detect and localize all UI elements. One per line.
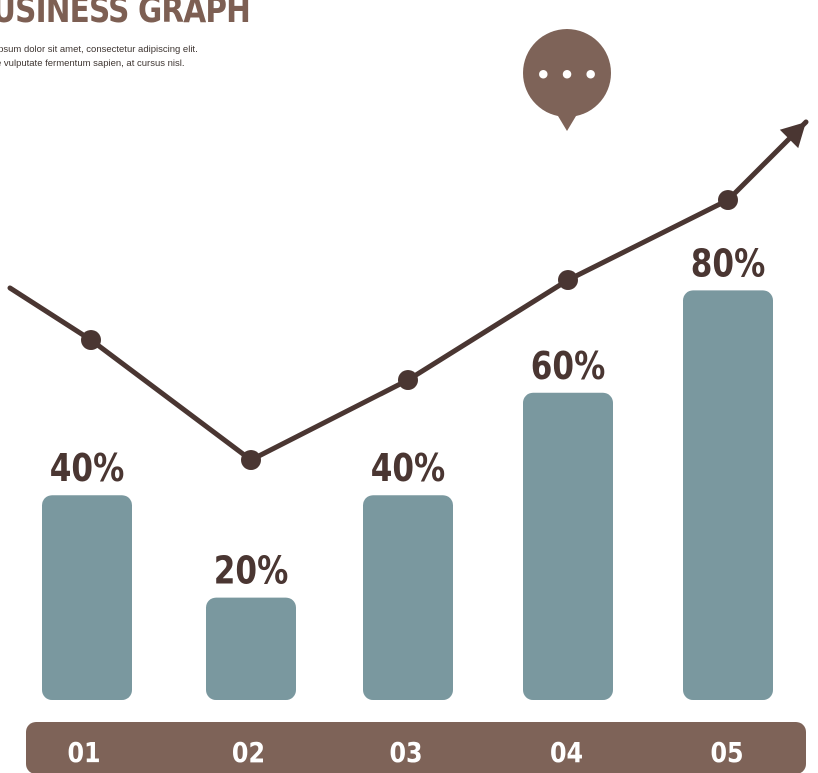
arrow-head-icon (779, 122, 806, 149)
value-label-04: 60% (531, 345, 606, 389)
trend-point-02 (241, 450, 261, 470)
category-label-05: 05 (710, 737, 743, 769)
value-label-03: 40% (371, 447, 446, 491)
trend-point-05 (718, 190, 738, 210)
trend-point-03 (398, 370, 418, 390)
bar-03 (363, 495, 453, 700)
category-label-02: 02 (232, 737, 265, 769)
category-footer: 01 02 03 04 05 (26, 722, 806, 773)
tooltip-bubble: • • • (523, 29, 611, 131)
bar-01 (42, 495, 132, 700)
speech-bubble-tail (555, 111, 579, 131)
trend-point-01 (81, 330, 101, 350)
bar-04 (523, 392, 613, 700)
subtitle-line-2: e vulputate fermentum sapien, at cursus … (0, 58, 185, 69)
value-label-02: 20% (214, 550, 289, 594)
bars-group: 40% 20% 40% 60% 80% (42, 242, 773, 700)
bar-02 (206, 597, 296, 700)
value-label-05: 80% (691, 242, 766, 286)
subtitle-line-1: ipsum dolor sit amet, consectetur adipis… (0, 44, 198, 55)
category-label-03: 03 (389, 737, 422, 769)
tooltip-text: • • • (536, 61, 599, 89)
category-label-01: 01 (67, 737, 100, 769)
value-label-01: 40% (50, 447, 125, 491)
trend-point-04 (558, 270, 578, 290)
speech-bubble-icon (523, 29, 611, 117)
category-label-04: 04 (550, 737, 583, 769)
bar-05 (683, 290, 773, 700)
page-title: USINESS GRAPH (0, 0, 251, 31)
trend-line-group (7, 119, 809, 470)
footer-band (26, 722, 806, 773)
